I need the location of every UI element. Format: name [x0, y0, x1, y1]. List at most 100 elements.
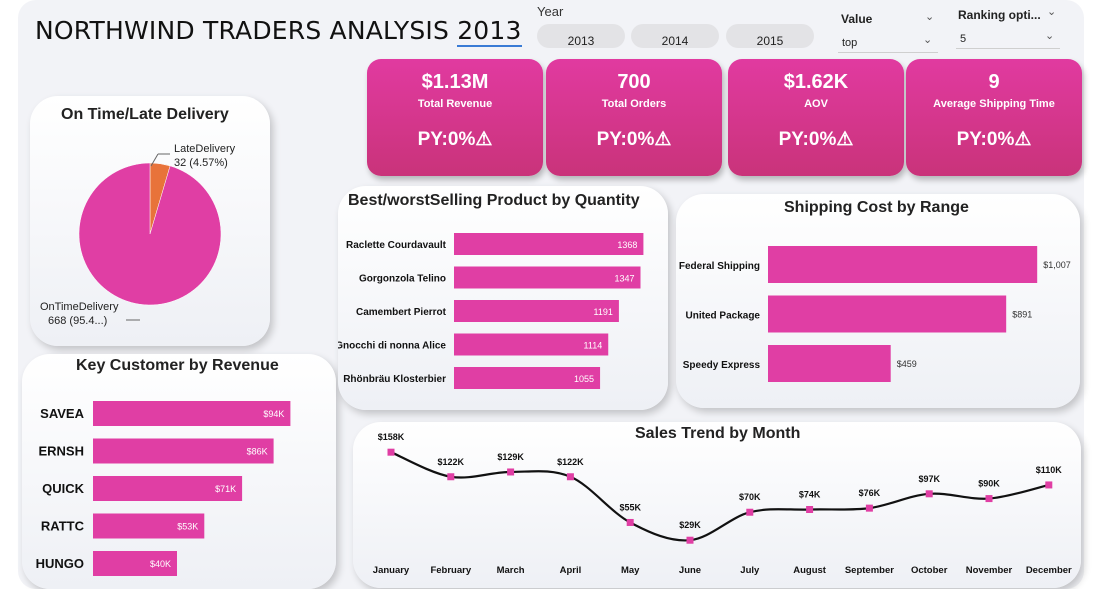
ranking-dropdown[interactable]: 5 [956, 29, 1060, 49]
title-year: 2013 [457, 16, 522, 47]
kpi-value: 9 [988, 71, 1000, 93]
kpi-aov: $1.62K AOV PY:0%⚠ [728, 59, 904, 176]
product-bar[interactable] [454, 233, 644, 255]
year-button-2014[interactable]: 2014 [631, 24, 719, 48]
trend-point-label: $129K [497, 452, 524, 462]
kpi-value: $1.62K [783, 71, 849, 93]
pie-group [78, 162, 222, 306]
customer-bar-label: $53K [177, 522, 198, 532]
trend-month-label: September [845, 565, 894, 576]
customer-bar-label: $94K [263, 409, 284, 419]
kpi-label: Total Orders [601, 98, 667, 110]
product-bar[interactable] [454, 333, 609, 356]
product-bar-label: 1114 [584, 341, 603, 351]
trend-point[interactable] [806, 506, 814, 514]
trend-point-label: $55K [619, 502, 641, 512]
customer-category-label: QUICK [42, 481, 85, 496]
shipping-bar[interactable] [768, 345, 891, 382]
trend-month-label: June [679, 565, 701, 576]
trend-point[interactable] [626, 518, 634, 526]
trend-point[interactable] [447, 473, 455, 481]
trend-point-label: $122K [557, 457, 584, 467]
kpi-value: $1.13M [421, 71, 489, 93]
trend-point-label: $90K [978, 479, 1000, 489]
shipping-card: Shipping Cost by Range Federal Shipping $… [676, 194, 1080, 408]
shipping-category-label: Speedy Express [683, 360, 761, 371]
trend-point[interactable] [686, 536, 694, 544]
product-category-label: Gnocchi di nonna Alice [338, 341, 446, 352]
trend-point[interactable] [566, 473, 574, 481]
shipping-bar-label: $891 [1012, 310, 1032, 320]
product-bar[interactable] [454, 266, 641, 289]
trend-month-label: May [621, 565, 640, 576]
trend-point[interactable] [1045, 481, 1053, 489]
kpi-average-shipping-time: 9 Average Shipping Time PY:0%⚠ [906, 59, 1082, 176]
kpi-label: Average Shipping Time [933, 98, 1055, 110]
pie-slice-ontimedelivery[interactable] [78, 162, 222, 306]
late-delivery-label: LateDelivery [174, 143, 236, 155]
trend-month-label: December [1026, 565, 1072, 576]
trend-month-label: February [430, 565, 471, 576]
trend-point-label: $76K [859, 488, 881, 498]
trend-point-label: $110K [1036, 465, 1063, 475]
customer-bar[interactable] [93, 438, 274, 464]
trend-point[interactable] [746, 508, 754, 516]
product-bar-label: 1055 [574, 374, 594, 384]
customer-bar[interactable] [93, 476, 243, 501]
trend-point-label: $29K [679, 520, 701, 530]
value-collapse-chevron-icon[interactable]: ⌄ [925, 11, 935, 23]
trend-point[interactable] [925, 490, 933, 498]
customer-bar-label: $40K [150, 559, 171, 569]
product-bar-chart: Raclette Courdavault 1368 Gorgonzola Telin… [338, 233, 644, 389]
value-dropdown[interactable]: top [838, 33, 938, 53]
warning-icon: ⚠ [654, 129, 672, 150]
shipping-bar-chart: Federal Shipping $1,007 United Package $891… [679, 246, 1071, 382]
trend-point[interactable] [865, 504, 873, 512]
page-title: NORTHWIND TRADERS ANALYSIS 2013 [35, 16, 522, 47]
customer-category-label: SAVEA [40, 406, 84, 421]
year-slicer-label: Year [537, 4, 564, 19]
late-leader-line [150, 153, 159, 167]
customer-bar[interactable] [93, 513, 205, 539]
value-dropdown-chevron-icon[interactable]: ⌄ [923, 34, 933, 46]
warning-icon: ⚠ [836, 129, 854, 150]
ranking-slicer-label: Ranking opti... [958, 8, 1041, 22]
year-button-2015[interactable]: 2015 [726, 24, 814, 48]
customer-card: Key Customer by Revenue SAVEA $94K ERNSH $8… [22, 354, 336, 589]
kpi-py-text: PY:0% [596, 129, 655, 150]
late-delivery-value: 32 (4.57%) [174, 157, 228, 169]
product-category-label: Rhönbräu Klosterbier [343, 374, 446, 385]
kpi-py: PY:0%⚠ [367, 128, 543, 151]
shipping-bar[interactable] [768, 295, 1007, 333]
shipping-category-label: United Package [686, 311, 761, 322]
year-button-2013[interactable]: 2013 [537, 24, 625, 48]
trend-point-label: $158K [378, 432, 405, 442]
trend-month-label: August [793, 565, 827, 576]
ranking-dropdown-chevron-icon[interactable]: ⌄ [1045, 30, 1055, 42]
product-bar-label: 1347 [614, 274, 634, 284]
kpi-total-orders: 700 Total Orders PY:0%⚠ [546, 59, 722, 176]
customer-bar[interactable] [93, 551, 177, 576]
product-bar[interactable] [454, 300, 619, 322]
trend-point[interactable] [507, 468, 515, 476]
trend-point-label: $70K [739, 492, 761, 502]
value-dropdown-selected: top [842, 37, 858, 49]
customer-category-label: HUNGO [36, 556, 84, 571]
title-text: NORTHWIND TRADERS ANALYSIS [35, 16, 458, 45]
trend-point[interactable] [985, 495, 993, 503]
product-category-label: Raclette Courdavault [346, 240, 447, 251]
shipping-bar[interactable] [768, 246, 1038, 283]
trend-point[interactable] [387, 448, 395, 456]
trend-month-label: January [373, 565, 410, 576]
kpi-py: PY:0%⚠ [906, 128, 1082, 151]
customer-bar[interactable] [93, 401, 291, 426]
product-bar[interactable] [454, 367, 601, 389]
shipping-card-title: Shipping Cost by Range [784, 199, 969, 216]
ranking-collapse-chevron-icon[interactable]: ⌄ [1047, 6, 1057, 18]
warning-icon: ⚠ [475, 129, 493, 150]
ontime-delivery-value: 668 (95.4...) [48, 315, 107, 327]
customer-bar-label: $86K [247, 447, 268, 457]
trend-month-label: March [497, 565, 525, 576]
delivery-card: On Time/Late Delivery LateDelivery 32 (4… [30, 96, 270, 346]
kpi-value: 700 [617, 71, 651, 93]
